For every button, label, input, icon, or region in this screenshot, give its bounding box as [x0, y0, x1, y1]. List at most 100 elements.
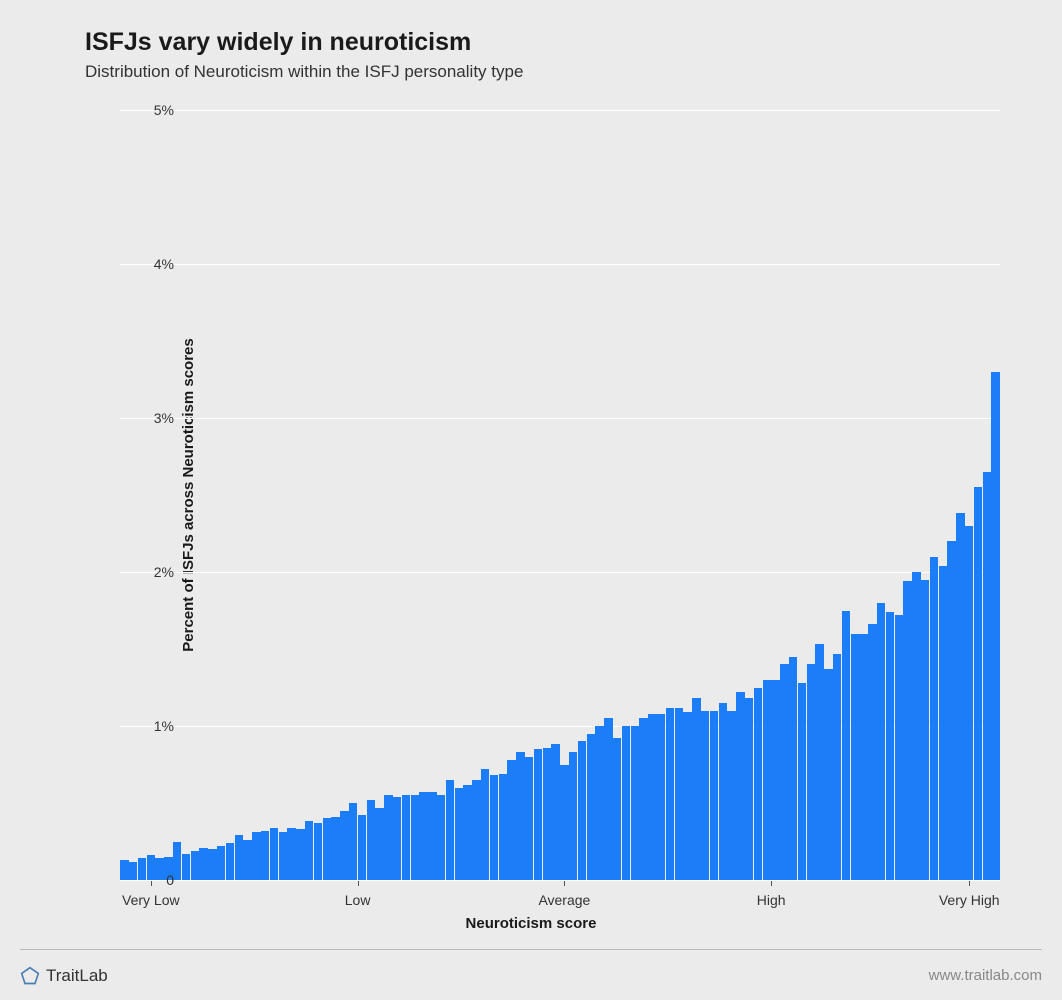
histogram-bar — [217, 846, 225, 880]
histogram-bar — [710, 711, 718, 880]
histogram-bar — [851, 634, 859, 880]
logo: TraitLab — [20, 966, 108, 986]
histogram-bar — [569, 752, 577, 880]
histogram-bar — [701, 711, 709, 880]
histogram-bar — [956, 513, 964, 880]
histogram-bar — [296, 829, 304, 880]
histogram-bar — [446, 780, 454, 880]
histogram-bar — [287, 828, 295, 880]
histogram-bar — [358, 815, 366, 880]
histogram-bar — [384, 795, 392, 880]
histogram-bar — [807, 664, 815, 880]
histogram-bar — [789, 657, 797, 880]
histogram-bar — [798, 683, 806, 880]
histogram-bar — [226, 843, 234, 880]
histogram-bar — [499, 774, 507, 880]
histogram-bar — [411, 795, 419, 880]
x-tick-mark — [151, 881, 152, 886]
chart-subtitle: Distribution of Neuroticism within the I… — [85, 62, 523, 82]
histogram-bar — [543, 748, 551, 880]
histogram-bar — [534, 749, 542, 880]
histogram-bar — [683, 712, 691, 880]
histogram-bar — [155, 858, 163, 880]
histogram-bar — [965, 526, 973, 880]
histogram-bar — [692, 698, 700, 880]
histogram-bar — [472, 780, 480, 880]
footer-divider — [20, 949, 1042, 950]
histogram-bar — [279, 832, 287, 880]
histogram-bar — [455, 788, 463, 880]
histogram-bar — [639, 718, 647, 880]
histogram-bar — [393, 797, 401, 880]
x-tick-label: Low — [345, 892, 371, 908]
histogram-bar — [631, 726, 639, 880]
histogram-bar — [983, 472, 991, 880]
histogram-bar — [349, 803, 357, 880]
histogram-bar — [208, 849, 216, 880]
histogram-bar — [173, 842, 181, 881]
histogram-bar — [666, 708, 674, 880]
histogram-bar — [727, 711, 735, 880]
x-axis-label: Neuroticism score — [91, 915, 971, 932]
grid-line — [120, 880, 1000, 881]
plot-area — [120, 110, 1000, 880]
histogram-bar — [587, 734, 595, 880]
histogram-bar — [481, 769, 489, 880]
histogram-bar — [182, 854, 190, 880]
histogram-bar — [243, 840, 251, 880]
histogram-bar — [323, 818, 331, 880]
histogram-bar — [551, 744, 559, 880]
y-tick-label: 4% — [154, 256, 174, 272]
histogram-bar — [595, 726, 603, 880]
histogram-bar — [463, 785, 471, 880]
histogram-bar — [235, 835, 243, 880]
histogram-bar — [419, 792, 427, 880]
chart-container: ISFJs vary widely in neuroticism Distrib… — [0, 0, 1062, 1000]
histogram-bar — [930, 557, 938, 880]
histogram-bar — [736, 692, 744, 880]
x-tick-label: Very High — [939, 892, 1000, 908]
bars-container — [120, 110, 1000, 880]
histogram-bar — [507, 760, 515, 880]
histogram-bar — [516, 752, 524, 880]
histogram-bar — [604, 718, 612, 880]
histogram-bar — [648, 714, 656, 880]
histogram-bar — [147, 855, 155, 880]
histogram-bar — [578, 741, 586, 880]
histogram-bar — [895, 615, 903, 880]
histogram-bar — [719, 703, 727, 880]
histogram-bar — [947, 541, 955, 880]
histogram-bar — [745, 698, 753, 880]
x-tick-label: Average — [538, 892, 590, 908]
chart-title: ISFJs vary widely in neuroticism — [85, 28, 471, 57]
histogram-bar — [340, 811, 348, 880]
histogram-bar — [939, 566, 947, 880]
histogram-bar — [780, 664, 788, 880]
histogram-bar — [199, 848, 207, 880]
histogram-bar — [886, 612, 894, 880]
histogram-bar — [270, 828, 278, 880]
x-tick-label: High — [757, 892, 786, 908]
histogram-bar — [842, 611, 850, 881]
histogram-bar — [675, 708, 683, 880]
histogram-bar — [877, 603, 885, 880]
y-tick-label: 1% — [154, 718, 174, 734]
histogram-bar — [921, 580, 929, 880]
histogram-bar — [657, 714, 665, 880]
histogram-bar — [763, 680, 771, 880]
y-tick-label: 5% — [154, 102, 174, 118]
histogram-bar — [305, 821, 313, 880]
histogram-bar — [437, 795, 445, 880]
histogram-bar — [560, 765, 568, 881]
histogram-bar — [490, 775, 498, 880]
x-tick-mark — [771, 881, 772, 886]
histogram-bar — [138, 858, 146, 880]
url-text: www.traitlab.com — [929, 967, 1042, 984]
y-tick-label: 2% — [154, 564, 174, 580]
histogram-bar — [252, 832, 260, 880]
histogram-bar — [903, 581, 911, 880]
histogram-bar — [824, 669, 832, 880]
histogram-bar — [428, 792, 436, 880]
x-tick-mark — [564, 881, 565, 886]
histogram-bar — [613, 738, 621, 880]
